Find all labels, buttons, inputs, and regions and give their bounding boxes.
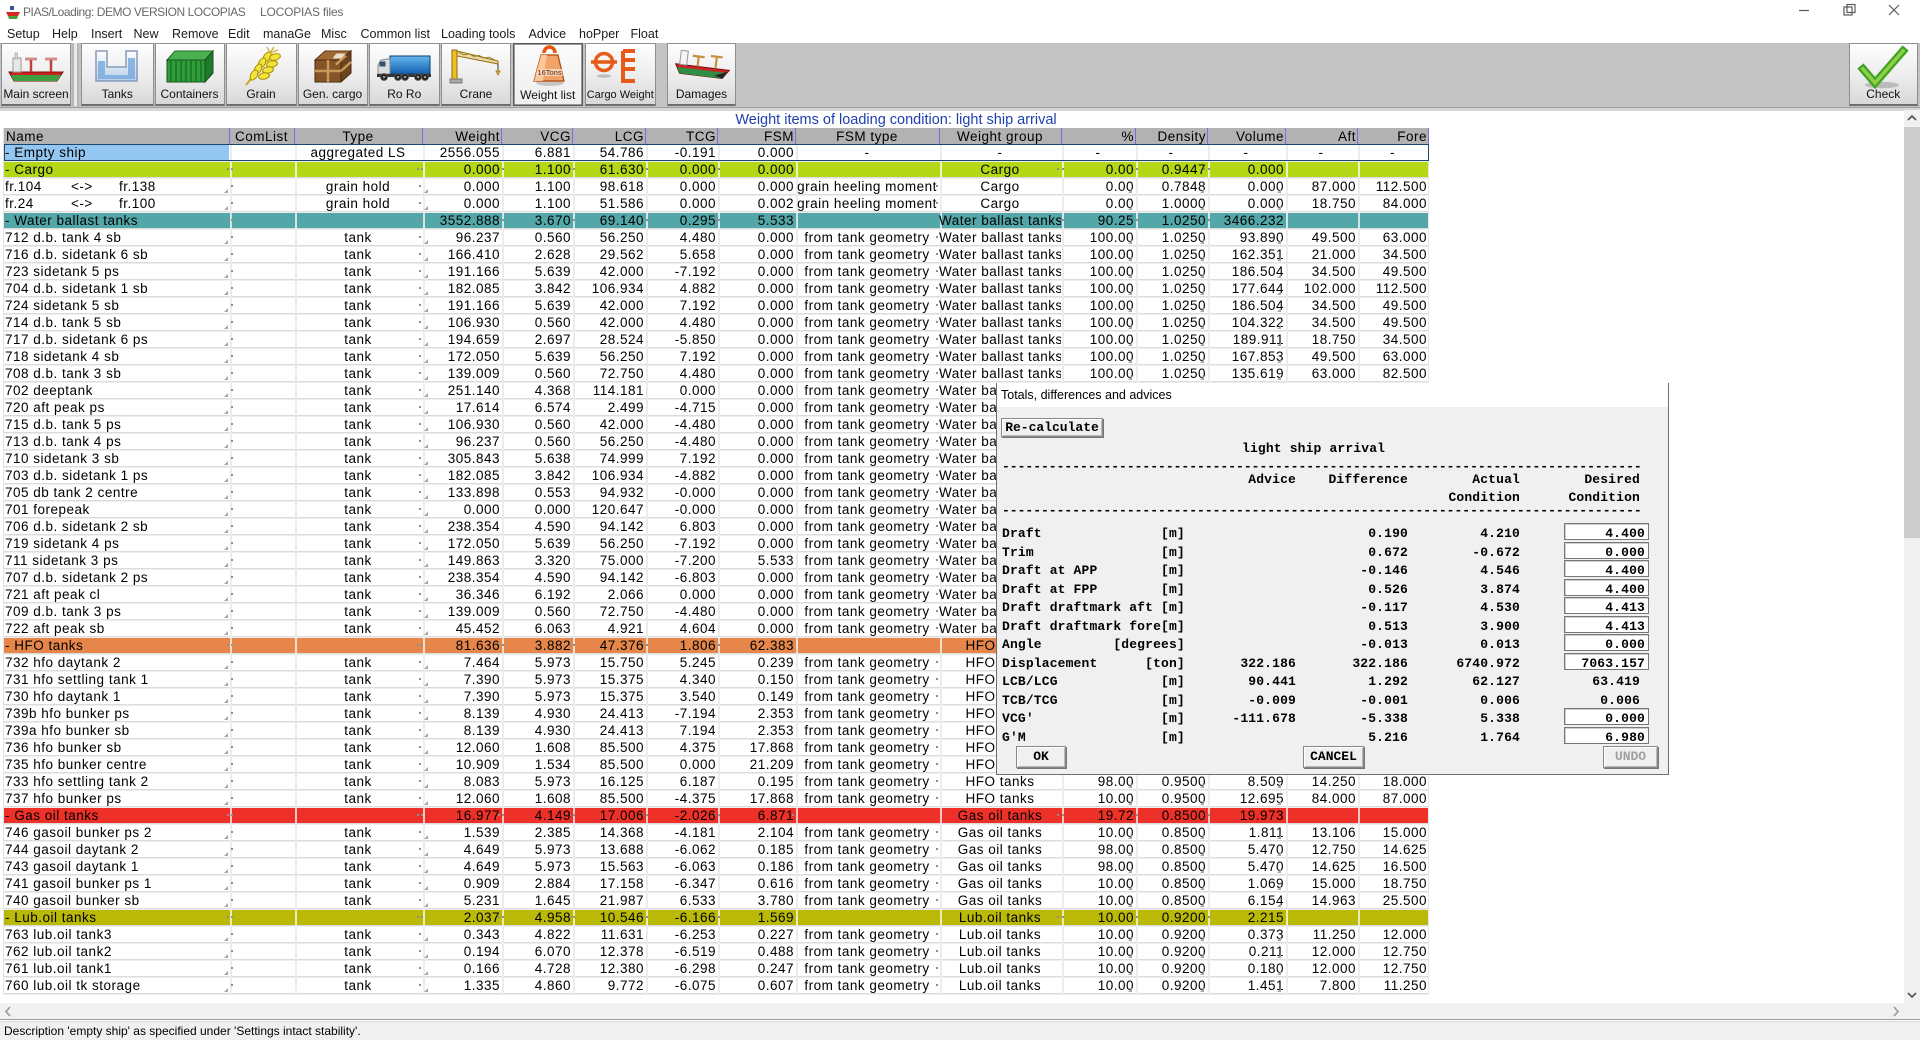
svg-text:16Tons: 16Tons <box>537 68 561 77</box>
